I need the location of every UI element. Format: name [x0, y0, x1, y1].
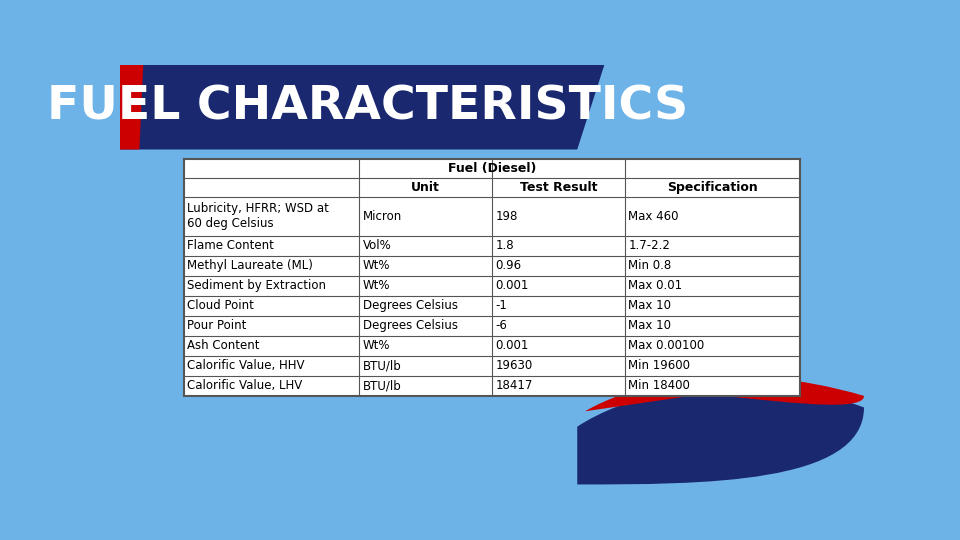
Text: Degrees Celsius: Degrees Celsius [363, 319, 458, 332]
Text: Min 19600: Min 19600 [629, 360, 690, 373]
Text: Max 460: Max 460 [629, 210, 679, 223]
Text: FUEL CHARACTERISTICS: FUEL CHARACTERISTICS [47, 85, 688, 130]
Text: Cloud Point: Cloud Point [187, 299, 254, 312]
Text: Wt%: Wt% [363, 279, 391, 292]
FancyBboxPatch shape [183, 159, 801, 396]
Text: BTU/lb: BTU/lb [363, 380, 402, 393]
Text: Max 10: Max 10 [629, 319, 671, 332]
Polygon shape [120, 65, 605, 150]
Text: Vol%: Vol% [363, 239, 392, 252]
Text: Micron: Micron [363, 210, 402, 223]
Text: Calorific Value, LHV: Calorific Value, LHV [187, 380, 302, 393]
Text: Degrees Celsius: Degrees Celsius [363, 299, 458, 312]
Text: Max 0.01: Max 0.01 [629, 279, 683, 292]
Text: Unit: Unit [411, 181, 440, 194]
Text: 19630: 19630 [495, 360, 533, 373]
Text: Calorific Value, HHV: Calorific Value, HHV [187, 360, 304, 373]
Text: -6: -6 [495, 319, 508, 332]
Text: Specification: Specification [667, 181, 757, 194]
Text: Max 0.00100: Max 0.00100 [629, 339, 705, 352]
Text: Max 10: Max 10 [629, 299, 671, 312]
Text: Min 0.8: Min 0.8 [629, 259, 672, 272]
Text: Fuel (Diesel): Fuel (Diesel) [447, 162, 537, 175]
Text: 18417: 18417 [495, 380, 533, 393]
Text: BTU/lb: BTU/lb [363, 360, 402, 373]
Text: 1.8: 1.8 [495, 239, 515, 252]
Text: 0.96: 0.96 [495, 259, 522, 272]
Text: Flame Content: Flame Content [187, 239, 275, 252]
Text: Sediment by Extraction: Sediment by Extraction [187, 279, 326, 292]
Text: Lubricity, HFRR; WSD at
60 deg Celsius: Lubricity, HFRR; WSD at 60 deg Celsius [187, 202, 329, 231]
Text: 1.7-2.2: 1.7-2.2 [629, 239, 670, 252]
Text: Methyl Laureate (ML): Methyl Laureate (ML) [187, 259, 313, 272]
Text: 0.001: 0.001 [495, 339, 529, 352]
Text: Test Result: Test Result [519, 181, 597, 194]
PathPatch shape [577, 384, 864, 484]
Text: Wt%: Wt% [363, 339, 391, 352]
Text: Wt%: Wt% [363, 259, 391, 272]
Text: 198: 198 [495, 210, 518, 223]
PathPatch shape [585, 376, 864, 411]
Polygon shape [120, 65, 143, 150]
Text: Min 18400: Min 18400 [629, 380, 690, 393]
Text: Ash Content: Ash Content [187, 339, 260, 352]
Text: 0.001: 0.001 [495, 279, 529, 292]
Text: -1: -1 [495, 299, 508, 312]
Text: Pour Point: Pour Point [187, 319, 247, 332]
